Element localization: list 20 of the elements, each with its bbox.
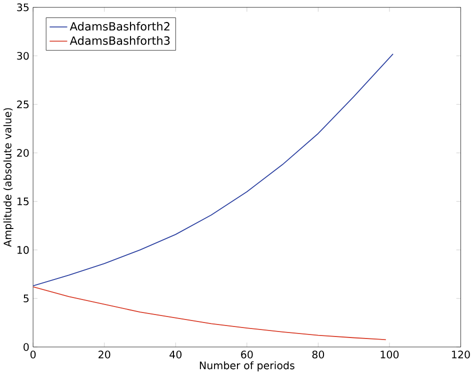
x-tick-label: 60	[241, 350, 253, 359]
legend-label: AdamsBashforth3	[70, 36, 170, 45]
y-tick-label: 10	[17, 246, 29, 254]
x-tick-label: 100	[380, 350, 399, 359]
x-tick-label: 80	[312, 350, 324, 359]
y-tick-label: 30	[17, 52, 29, 60]
line-series	[33, 54, 394, 286]
x-tick-label: 20	[98, 350, 110, 359]
legend-label: AdamsBashforth2	[70, 22, 170, 31]
y-tick-label: 35	[17, 4, 29, 12]
x-axis-title: Number of periods	[200, 361, 294, 372]
y-tick-label: 0	[24, 343, 29, 352]
x-tick-label: 120	[452, 350, 470, 359]
x-tick-label: 0	[30, 350, 36, 359]
y-tick-label: 20	[17, 149, 29, 157]
x-tick-label: 40	[170, 350, 182, 359]
y-tick-label: 15	[17, 198, 29, 206]
y-axis-title: Amplitude (absolute value)	[3, 108, 14, 248]
y-tick-label: 25	[17, 100, 29, 108]
y-tick-label: 5	[24, 294, 29, 302]
